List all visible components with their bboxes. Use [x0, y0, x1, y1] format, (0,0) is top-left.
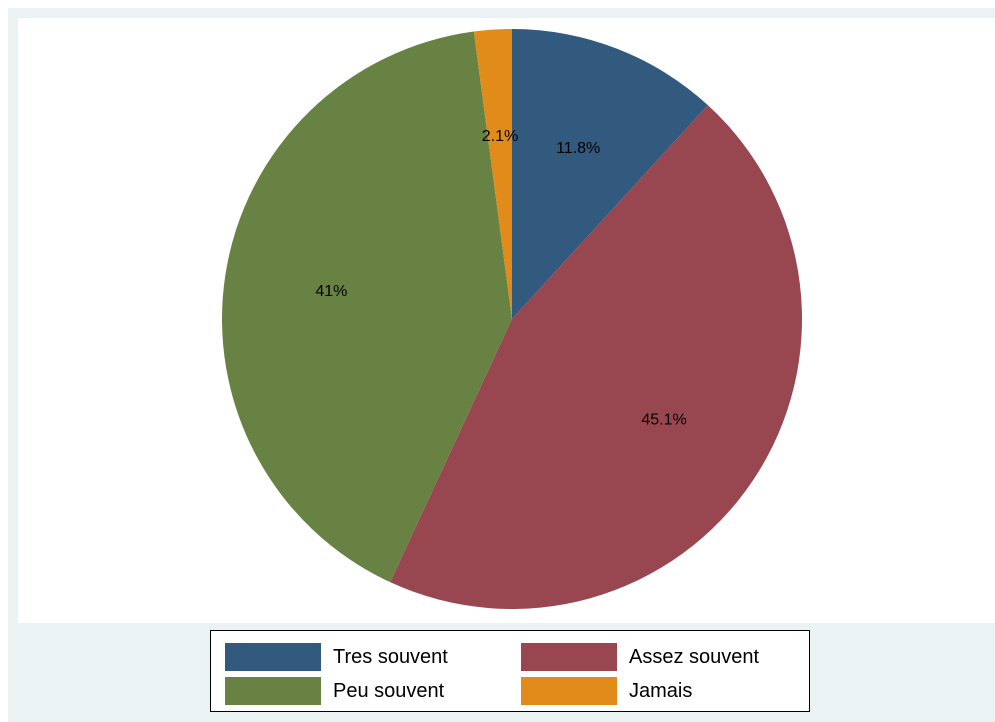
legend-swatch-jamais	[521, 677, 617, 705]
legend: Tres souvent Assez souvent Peu souvent J…	[210, 630, 810, 712]
legend-label-peu-souvent: Peu souvent	[333, 679, 445, 702]
legend-item-peu-souvent: Peu souvent	[225, 677, 444, 705]
pie-label-tres-souvent: 11.8%	[556, 140, 600, 157]
legend-item-assez-souvent: Assez souvent	[521, 643, 759, 671]
pie-slices	[222, 29, 802, 610]
pie-label-assez-souvent: 45.1%	[641, 411, 686, 428]
pie-label-peu-souvent: 41%	[315, 283, 347, 300]
pie-slice-peu-souvent	[222, 31, 513, 583]
pie-slice-assez-souvent	[390, 105, 802, 610]
pie-label-jamais: 2.1%	[482, 128, 518, 145]
legend-label-jamais: Jamais	[629, 679, 693, 702]
pie-slice-jamais	[473, 29, 512, 319]
legend-label-assez-souvent: Assez souvent	[629, 645, 760, 668]
pie-slice-labels: 11.8% 45.1% 41% 2.1%	[315, 128, 686, 429]
legend-swatch-tres-souvent	[225, 643, 321, 671]
legend-label-tres-souvent: Tres souvent	[333, 645, 448, 668]
legend-swatch-peu-souvent	[225, 677, 321, 705]
pie-slice-tres-souvent	[512, 29, 708, 319]
legend-swatch-assez-souvent	[521, 643, 617, 671]
legend-item-jamais: Jamais	[521, 677, 692, 705]
legend-item-tres-souvent: Tres souvent	[225, 643, 448, 671]
